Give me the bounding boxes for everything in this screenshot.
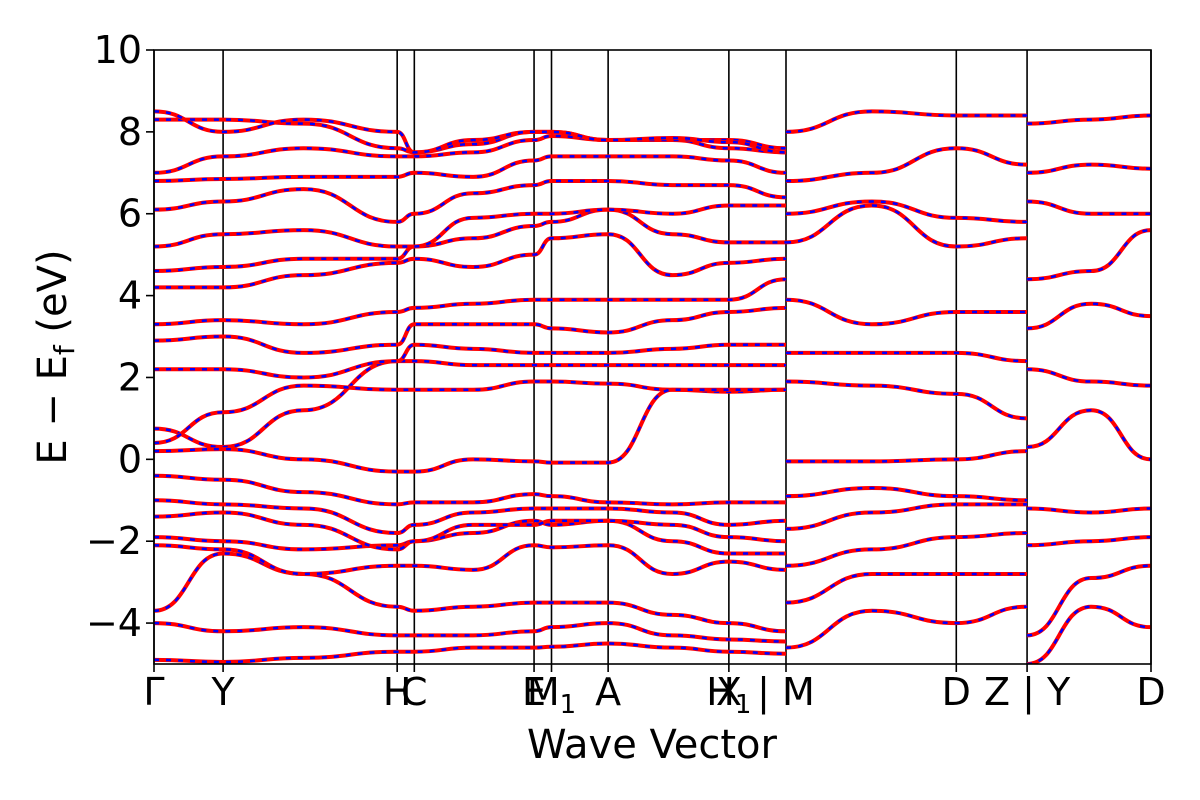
y-tick-label: 4 bbox=[118, 274, 142, 318]
kpoint-label: H1 bbox=[706, 670, 751, 720]
band-line-overlay bbox=[1027, 114, 1151, 125]
band-line-overlay bbox=[785, 200, 1028, 224]
band-line bbox=[1027, 199, 1151, 216]
kpoint-label: M1 bbox=[527, 670, 576, 720]
band-line-overlay bbox=[785, 572, 1028, 604]
band-line-overlay bbox=[154, 388, 786, 473]
band-line-overlay bbox=[154, 306, 786, 355]
x-axis-title: Wave Vector bbox=[527, 722, 778, 768]
band-line-overlay bbox=[785, 110, 1028, 134]
band-line-overlay bbox=[785, 449, 1028, 463]
band-line-overlay bbox=[1027, 302, 1151, 330]
band-line bbox=[785, 146, 1028, 183]
x-axis-labels: Γ Y HC EM1 A XH1 | M D Z | Y D bbox=[143, 664, 1166, 720]
band-line-overlay bbox=[1027, 408, 1151, 461]
band-line-overlay bbox=[785, 298, 1028, 326]
y-tick-label: −4 bbox=[86, 601, 142, 645]
y-tick-label: 6 bbox=[118, 192, 142, 236]
band-line-overlay bbox=[154, 179, 786, 224]
band-line-overlay bbox=[1027, 507, 1151, 514]
band-line-overlay bbox=[785, 486, 1028, 502]
y-axis-title: E − Ef (eV) bbox=[30, 249, 81, 464]
band-line-overlay bbox=[154, 359, 786, 449]
y-tick-label: 2 bbox=[118, 355, 142, 399]
band-line-overlay bbox=[785, 503, 1028, 531]
band-line bbox=[1027, 367, 1151, 388]
kpoint-label: Z | Y bbox=[984, 670, 1071, 715]
y-tick-label: 0 bbox=[118, 437, 142, 481]
kpoint-label: D bbox=[942, 670, 971, 714]
band-line-overlay bbox=[1026, 605, 1151, 664]
band-line-overlay bbox=[154, 474, 786, 506]
band-line-overlay bbox=[154, 134, 786, 175]
y-axis-ticks: −4 −2 0 2 4 6 8 10 bbox=[86, 28, 154, 645]
band-line-overlay bbox=[154, 642, 786, 664]
kpoint-label: A bbox=[595, 670, 621, 714]
band-line-overlay bbox=[154, 208, 786, 273]
y-tick-label: −2 bbox=[86, 519, 142, 563]
y-axis-title-sub: f bbox=[48, 344, 81, 355]
band-line-overlay bbox=[785, 204, 1028, 248]
band-line-overlay bbox=[1027, 535, 1151, 547]
band-line-overlay bbox=[154, 511, 786, 551]
band-line-overlay bbox=[154, 621, 786, 643]
band-line-overlay bbox=[785, 605, 1028, 649]
band-line-overlay bbox=[154, 204, 786, 248]
y-axis-title-main: E − E bbox=[30, 355, 76, 465]
y-axis-title-unit: (eV) bbox=[30, 249, 76, 345]
band-line-overlay bbox=[1027, 163, 1151, 175]
band-line-overlay bbox=[1026, 564, 1151, 637]
band-lines bbox=[154, 109, 1151, 664]
y-tick-label: 8 bbox=[118, 110, 142, 154]
band-line-overlay bbox=[154, 232, 786, 289]
band-line-overlay bbox=[1027, 228, 1151, 281]
band-line-overlay bbox=[785, 531, 1028, 568]
plot-frame bbox=[153, 49, 1152, 665]
kpoint-label: D bbox=[1136, 670, 1165, 714]
kpoint-label: C bbox=[401, 670, 428, 714]
kpoint-label: X bbox=[716, 670, 742, 714]
band-line bbox=[154, 154, 787, 183]
kpoint-label: Y bbox=[210, 670, 235, 714]
kpoint-label: E bbox=[522, 670, 546, 714]
kpoint-label: Γ bbox=[143, 670, 164, 714]
kpoint-label: | M bbox=[757, 670, 815, 715]
band-line-overlay bbox=[154, 552, 786, 633]
band-line-overlay bbox=[154, 343, 786, 379]
kpoint-label: H bbox=[383, 670, 412, 714]
band-line bbox=[154, 117, 786, 155]
band-line bbox=[154, 109, 786, 155]
band-line bbox=[154, 518, 786, 556]
band-line bbox=[154, 498, 786, 536]
y-tick-label: 10 bbox=[94, 28, 142, 72]
band-line bbox=[785, 379, 1028, 421]
band-line-overlay bbox=[154, 544, 786, 576]
band-line-overlay bbox=[785, 351, 1028, 363]
band-line-overlay bbox=[154, 277, 787, 326]
